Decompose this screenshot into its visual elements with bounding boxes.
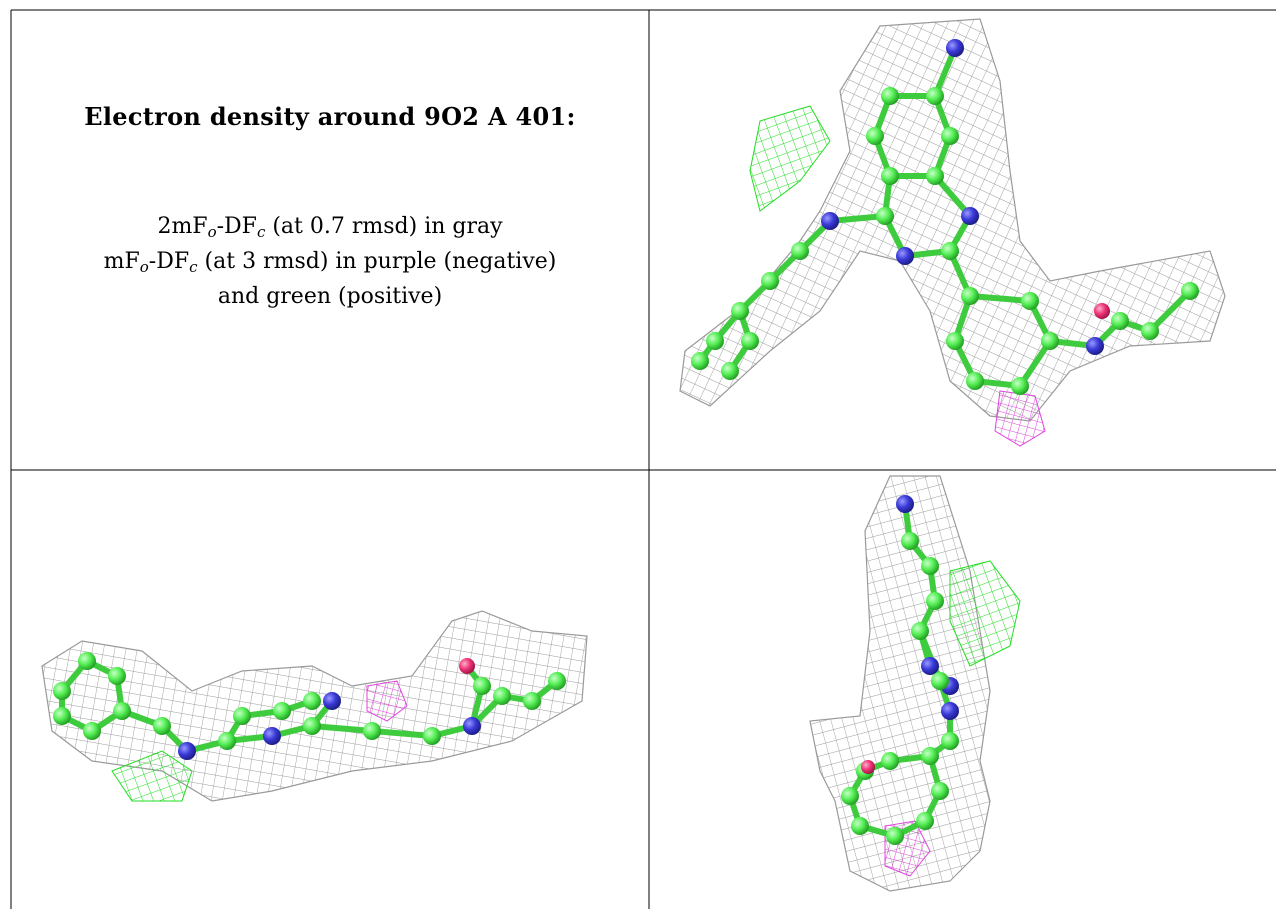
ligand-density-view-icon	[679, 18, 1226, 447]
ligand-density-view-icon	[41, 610, 588, 802]
legend-line-fofc: mFo-DFc (at 3 rmsd) in purple (negative)	[103, 249, 557, 276]
ligand-density-view-icon	[809, 475, 1021, 892]
view-top-right	[650, 11, 1276, 469]
figure-title: Electron density around 9O2 A 401:	[84, 102, 576, 131]
legend-line-colors: and green (positive)	[217, 284, 443, 309]
legend-description: 2mFo-DFc (at 0.7 rmsd) in gray mFo-DFc (…	[11, 212, 649, 311]
caption-cell: Electron density around 9O2 A 401: 2mFo-…	[11, 10, 649, 470]
view-bottom-right	[650, 471, 1276, 909]
view-bottom-left	[12, 471, 648, 909]
legend-line-2fofc: 2mFo-DFc (at 0.7 rmsd) in gray	[157, 214, 503, 241]
